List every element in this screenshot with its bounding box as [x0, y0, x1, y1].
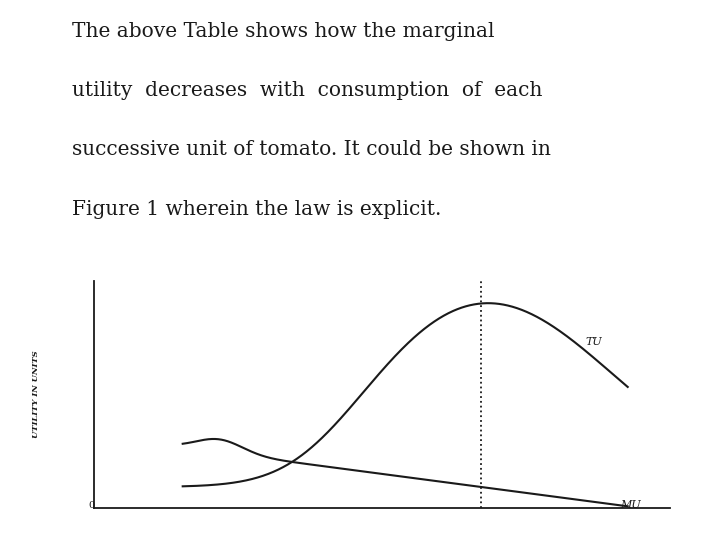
Text: MU: MU	[620, 500, 641, 510]
Text: TU: TU	[586, 337, 603, 347]
Text: The above Table shows how the marginal: The above Table shows how the marginal	[72, 22, 495, 40]
Text: utility  decreases  with  consumption  of  each: utility decreases with consumption of ea…	[72, 81, 542, 100]
Text: successive unit of tomato. It could be shown in: successive unit of tomato. It could be s…	[72, 140, 551, 159]
Text: UTILITY IN UNITS: UTILITY IN UNITS	[32, 350, 40, 438]
Text: Figure 1 wherein the law is explicit.: Figure 1 wherein the law is explicit.	[72, 200, 441, 219]
Text: 0: 0	[89, 501, 94, 510]
